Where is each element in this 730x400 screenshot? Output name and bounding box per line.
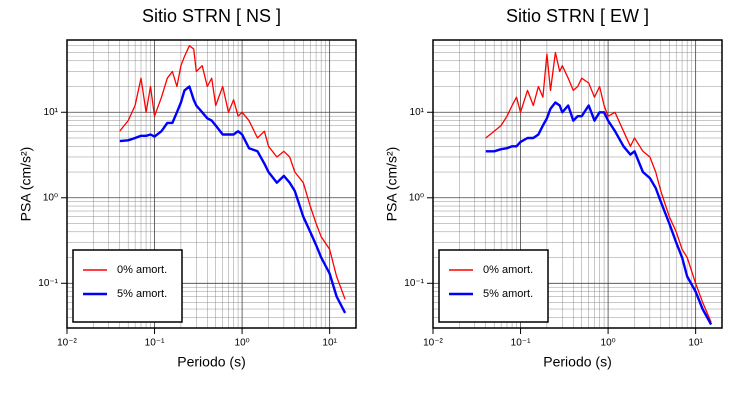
plot-frame <box>66 39 357 329</box>
y-tick-label: 10⁰ <box>43 192 58 203</box>
legend-label: 5% amort. <box>483 288 533 300</box>
x-tick-label: 10⁰ <box>235 338 250 349</box>
y-axis-label: PSA (cm/s²) <box>384 147 400 222</box>
y-tick-label: 10¹ <box>44 107 59 118</box>
legend-box <box>438 249 549 323</box>
y-tick-label: 10¹ <box>410 107 425 118</box>
series-line <box>485 51 712 323</box>
x-tick-label: 10⁻² <box>423 338 443 349</box>
series-line <box>485 101 713 326</box>
y-axis-label: PSA (cm/s²) <box>18 147 34 222</box>
legend-label: 5% amort. <box>117 288 167 300</box>
chart-title: Sitio STRN [ EW ] <box>506 6 649 26</box>
x-tick-label: 10⁰ <box>601 338 616 349</box>
plot-frame <box>432 39 723 329</box>
y-tick-label: 10⁻¹ <box>404 278 424 289</box>
series-line <box>119 85 347 314</box>
x-tick-label: 10¹ <box>688 338 703 349</box>
y-tick-label: 10⁻¹ <box>38 278 58 289</box>
x-tick-label: 10⁻¹ <box>511 338 531 349</box>
legend-box <box>72 249 183 323</box>
legend-label: 0% amort. <box>483 264 533 276</box>
series-line <box>119 45 346 300</box>
x-tick-label: 10¹ <box>322 338 337 349</box>
x-axis-label: Periodo (s) <box>543 354 611 370</box>
x-tick-label: 10⁻¹ <box>145 338 165 349</box>
chart-title: Sitio STRN [ NS ] <box>142 6 281 26</box>
x-tick-label: 10⁻² <box>57 338 77 349</box>
legend-label: 0% amort. <box>117 264 167 276</box>
y-tick-label: 10⁰ <box>409 192 424 203</box>
x-axis-label: Periodo (s) <box>177 354 245 370</box>
